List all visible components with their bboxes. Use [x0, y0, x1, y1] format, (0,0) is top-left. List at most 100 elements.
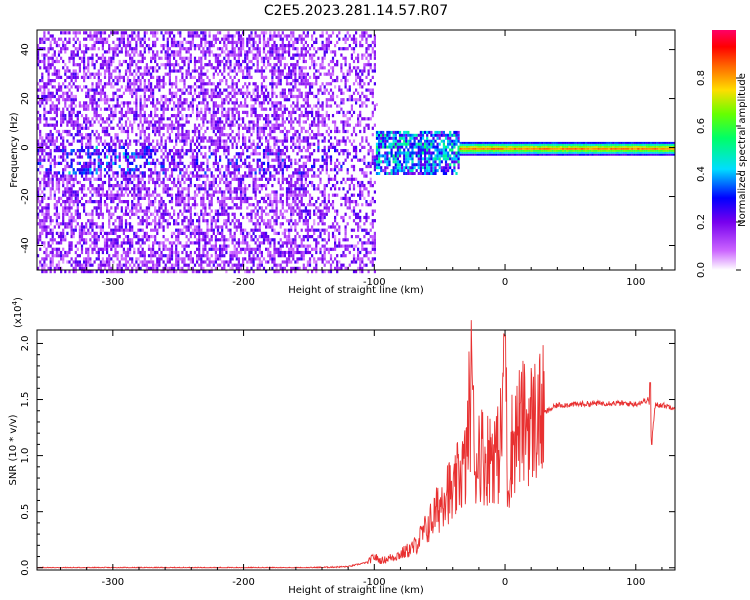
spectrogram-cell [235, 266, 238, 270]
spectrogram-cell [64, 114, 67, 118]
spectrogram-cell [154, 56, 157, 60]
spectrogram-cell [162, 215, 165, 220]
spectrogram-cell [216, 225, 220, 229]
spectrogram-cell [196, 44, 199, 48]
spectrogram-cell [85, 114, 88, 118]
spectrogram-cell [175, 270, 178, 274]
spectrogram-cell [143, 270, 146, 274]
spectrogram-cell [145, 187, 148, 191]
spectrogram-cell [196, 257, 199, 261]
spectrogram-cell [173, 263, 176, 267]
spectrogram-cell [191, 222, 194, 226]
spectrogram-cell [103, 260, 107, 264]
spectrogram-cell [85, 120, 88, 124]
spectrogram-cell [239, 53, 243, 57]
spectrogram-cell [49, 250, 52, 255]
spectrogram-cell [91, 187, 94, 191]
spectrogram-cell [196, 203, 199, 207]
spectrogram-cell [152, 44, 155, 48]
spectrogram-cell [283, 241, 286, 245]
spectrogram-cell [139, 66, 142, 70]
spectrogram-cell [106, 241, 109, 245]
spectrogram-cell [83, 206, 86, 210]
spectrogram-cell [170, 187, 174, 191]
spectrogram-cell [179, 158, 182, 162]
spectrogram-cell [198, 270, 201, 274]
spectrogram-cell [150, 212, 153, 216]
spectrogram-cell [202, 247, 205, 251]
spectrogram-cell [124, 53, 128, 57]
spectrogram-cell [252, 88, 255, 92]
spectrogram-cell [74, 225, 77, 229]
spectrogram-cell [143, 187, 146, 191]
spectrogram-cell [246, 200, 249, 204]
spectrogram-cell [185, 114, 188, 118]
spectrogram-cell [262, 31, 266, 35]
spectrogram-cell [66, 200, 69, 204]
spectrogram-cell [110, 193, 113, 197]
spectrogram-cell [204, 203, 207, 207]
spectrogram-cell [66, 209, 69, 213]
spectrogram-cell [212, 114, 215, 118]
spectrogram-cell [181, 75, 184, 79]
spectrogram-cell [97, 190, 100, 194]
spectrogram-cell [175, 149, 178, 153]
spectrogram-cell [227, 196, 230, 200]
spectrogram-cell [156, 270, 159, 274]
spectrogram-cell [279, 187, 282, 191]
spectrogram-cell [208, 50, 211, 54]
spectrogram-cell [85, 171, 88, 175]
spectrogram-cell [269, 47, 272, 51]
spectrogram-cell [239, 164, 243, 169]
spectrogram-cell [124, 101, 128, 105]
spectrogram-cell [83, 44, 86, 48]
spectrogram-cell [131, 47, 134, 51]
spectrogram-cell [225, 149, 228, 153]
spectrogram-cell [162, 270, 165, 274]
spectrogram-cell [145, 231, 148, 235]
spectrogram-cell [191, 219, 194, 223]
spectrogram-cell [156, 85, 159, 89]
spectrogram-cell [256, 136, 259, 140]
spectrogram-cell [45, 110, 48, 114]
spectrogram-cell [235, 247, 238, 251]
spectrogram-cell [214, 152, 217, 156]
spectrogram-cell [99, 260, 102, 264]
spectrogram-cell [191, 44, 194, 48]
spectrogram-cell [283, 215, 286, 220]
spectrogram-cell [231, 123, 234, 127]
spectrogram-cell [191, 37, 194, 41]
spectrogram-cell [193, 88, 197, 92]
spectrogram-cell [214, 85, 217, 89]
spectrogram-cell [76, 31, 79, 35]
spectrogram-cell [202, 101, 205, 105]
spectrogram-cell [103, 241, 107, 245]
spectrogram-cell [126, 79, 130, 83]
spectrogram-cell [118, 69, 121, 73]
spectrogram-cell [118, 164, 121, 169]
spectrogram-cell [193, 161, 197, 165]
spectrogram-cell [181, 257, 184, 261]
spectrogram-cell [235, 110, 238, 114]
spectrogram-cell [267, 193, 270, 197]
spectrogram-cell [210, 126, 213, 130]
spectrogram-cell [99, 247, 102, 251]
spectrogram-cell [147, 79, 151, 83]
spectrogram-cell [116, 206, 119, 210]
spectrogram-cell [53, 126, 56, 130]
spectrogram-cell [62, 47, 65, 51]
spectrogram-cell [106, 69, 109, 73]
spectrogram-cell [160, 215, 163, 220]
spectrogram-cell [43, 193, 46, 197]
spectrogram-cell [103, 82, 107, 86]
spectrogram-cell [271, 152, 274, 156]
spectrogram-cell [143, 231, 146, 235]
spectrogram-cell [198, 228, 201, 232]
spectrogram-cell [196, 241, 199, 245]
spectrogram-cell [114, 142, 117, 146]
spectrogram-cell [99, 158, 102, 162]
spectrogram-cell [57, 44, 61, 48]
spectrogram-cell [37, 238, 40, 242]
spectrogram-cell [206, 50, 209, 54]
spectrogram-cell [41, 37, 44, 41]
